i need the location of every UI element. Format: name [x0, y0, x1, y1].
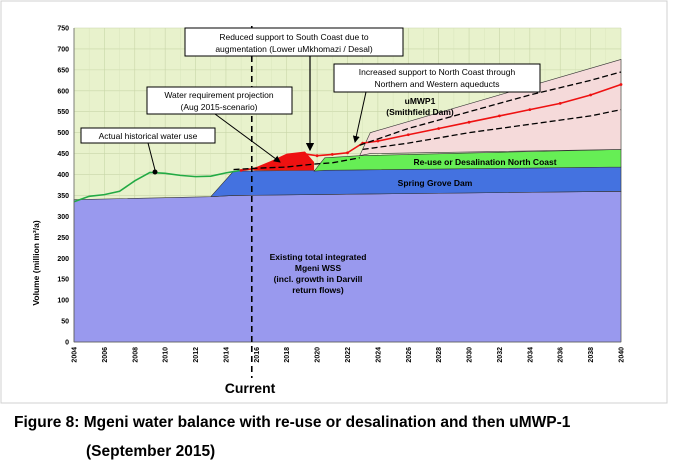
y-tick-label: 100 [57, 298, 69, 305]
region-label-umwp: uMWP1 [405, 96, 436, 106]
series-point [376, 139, 380, 143]
annotation-box [333, 63, 541, 93]
series-point [330, 153, 334, 156]
y-tick-label: 150 [57, 277, 69, 284]
x-tick-label: 2010 [163, 347, 170, 363]
y-tick-label: 50 [61, 319, 69, 326]
y-tick-label: 650 [57, 67, 69, 74]
dashed-series-line [359, 71, 622, 146]
tick-labels: 0 50 100 150 200 250 300 350 400 450 500 550 600 650 7… [57, 26, 625, 363]
region-label-existing: Existing total integrated [270, 252, 367, 262]
annotation-text: Increased support to North Coast through [359, 67, 516, 77]
series-point [270, 162, 273, 166]
y-tick-label: 550 [57, 109, 69, 116]
y-tick-label: 750 [57, 26, 69, 33]
annotation-text: Water requirement projection [164, 90, 274, 100]
x-tick-label: 2008 [132, 347, 139, 363]
x-tick-label: 2028 [436, 347, 443, 363]
figure-caption: Figure 8: Mgeni water balance with re-us… [14, 414, 571, 431]
annotation-text: (Aug 2015-scenario) [180, 102, 257, 112]
series-point [285, 157, 289, 161]
series-point [558, 101, 562, 105]
x-tick-label: 2032 [497, 347, 504, 363]
dashed-series-line [362, 109, 622, 151]
annotation-text: Actual historical water use [99, 131, 198, 141]
annotation-text: augmentation (Lower uMkhomazi / Desal) [215, 44, 372, 54]
x-tick-label: 2036 [558, 347, 565, 363]
x-tick-label: 2030 [467, 347, 474, 363]
x-tick-label: 2006 [102, 347, 109, 363]
figure-caption-date: (September 2015) [86, 443, 216, 460]
series-point [498, 114, 501, 118]
annotation-water-requirement: Water requirement projection (Aug 2015-s… [146, 86, 293, 163]
region-label-umwp: (Smithfield Dam) [386, 107, 454, 117]
annotation-historical: Actual historical water use [80, 127, 216, 175]
y-tick-label: 500 [57, 130, 69, 137]
series-point [467, 120, 471, 124]
annotation-text: Reduced support to South Coast due to [219, 32, 369, 42]
y-tick-label: 700 [57, 46, 69, 53]
area-band [210, 166, 622, 198]
series-point [300, 152, 304, 156]
series-point [619, 83, 623, 86]
region-label-existing: return flows) [292, 285, 344, 295]
y-tick-label: 300 [57, 214, 69, 221]
x-tick-label: 2004 [72, 347, 79, 363]
y-tick-label: 600 [57, 88, 69, 95]
y-axis-label: Volume (million m³/a) [31, 220, 41, 305]
x-tick-label: 2016 [254, 347, 261, 363]
series-line [73, 169, 242, 203]
y-tick-label: 350 [57, 193, 69, 200]
annotation-box [184, 27, 404, 57]
region-label-existing: Mgeni WSS [295, 263, 342, 273]
annotation-increased-support: Increased support to North Coast through… [333, 63, 541, 143]
x-tick-label: 2026 [406, 347, 413, 363]
annotation-text: Northern and Western aqueducts [374, 79, 499, 89]
y-tick-label: 0 [65, 340, 69, 347]
series-point [315, 154, 319, 158]
x-tick-label: 2040 [619, 347, 626, 363]
y-tick-label: 250 [57, 235, 69, 242]
annotation-dot [152, 169, 158, 175]
x-tick-label: 2024 [375, 347, 382, 363]
y-tick-label: 200 [57, 256, 69, 263]
area-band [313, 149, 622, 172]
region-label-spring-grove: Spring Grove Dam [398, 178, 473, 188]
x-tick-label: 2038 [588, 347, 595, 363]
x-tick-label: 2012 [193, 347, 200, 363]
series-point [239, 168, 243, 172]
axes [73, 26, 621, 378]
x-tick-label: 2020 [315, 347, 322, 363]
series-point [589, 93, 593, 97]
annotation-box [146, 86, 293, 115]
area-band [73, 190, 622, 343]
series-point [346, 151, 349, 155]
chart: 0 50 100 150 200 250 300 350 400 450 500 550 600 650 7… [0, 0, 668, 404]
x-tick-label: 2018 [284, 347, 291, 363]
annotation-arrow [352, 91, 367, 143]
x-tick-label: 2022 [345, 347, 352, 363]
series-point [437, 127, 441, 130]
series-lines [73, 71, 623, 203]
x-tick-label: 2034 [527, 347, 534, 363]
x-tick-label: 2014 [223, 347, 230, 363]
chart-frame [0, 0, 668, 404]
current-label: Current [225, 380, 276, 396]
series-point [528, 108, 532, 112]
annotation-arrow [147, 142, 156, 171]
stacked-areas [73, 58, 622, 343]
region-label-reuse: Re-use or Desalination North Coast [413, 157, 556, 167]
y-tick-label: 450 [57, 151, 69, 158]
annotation-arrow [214, 113, 281, 163]
series-point [406, 133, 410, 137]
y-tick-label: 400 [57, 172, 69, 179]
region-label-existing: (incl. growth in Darvill [274, 274, 363, 284]
annotation-reduced-support: Reduced support to South Coast due to au… [184, 27, 404, 152]
